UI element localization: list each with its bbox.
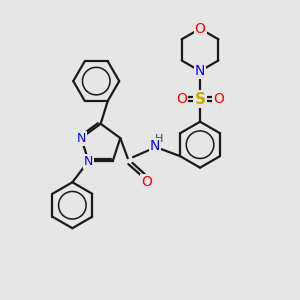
Text: N: N [195,64,205,78]
Text: N: N [76,131,86,145]
Text: O: O [213,92,224,106]
Text: O: O [176,92,187,106]
Text: N: N [150,139,160,153]
Text: H: H [155,134,163,144]
Text: O: O [141,175,152,189]
Text: S: S [195,92,206,106]
Text: O: O [195,22,206,36]
Text: N: N [84,154,93,168]
